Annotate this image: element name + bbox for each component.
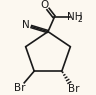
Text: NH: NH [67, 12, 83, 22]
Text: 2: 2 [78, 15, 82, 24]
Text: O: O [41, 0, 49, 10]
Text: N: N [22, 20, 29, 30]
Text: Br: Br [68, 84, 79, 94]
Text: Br: Br [14, 83, 26, 93]
